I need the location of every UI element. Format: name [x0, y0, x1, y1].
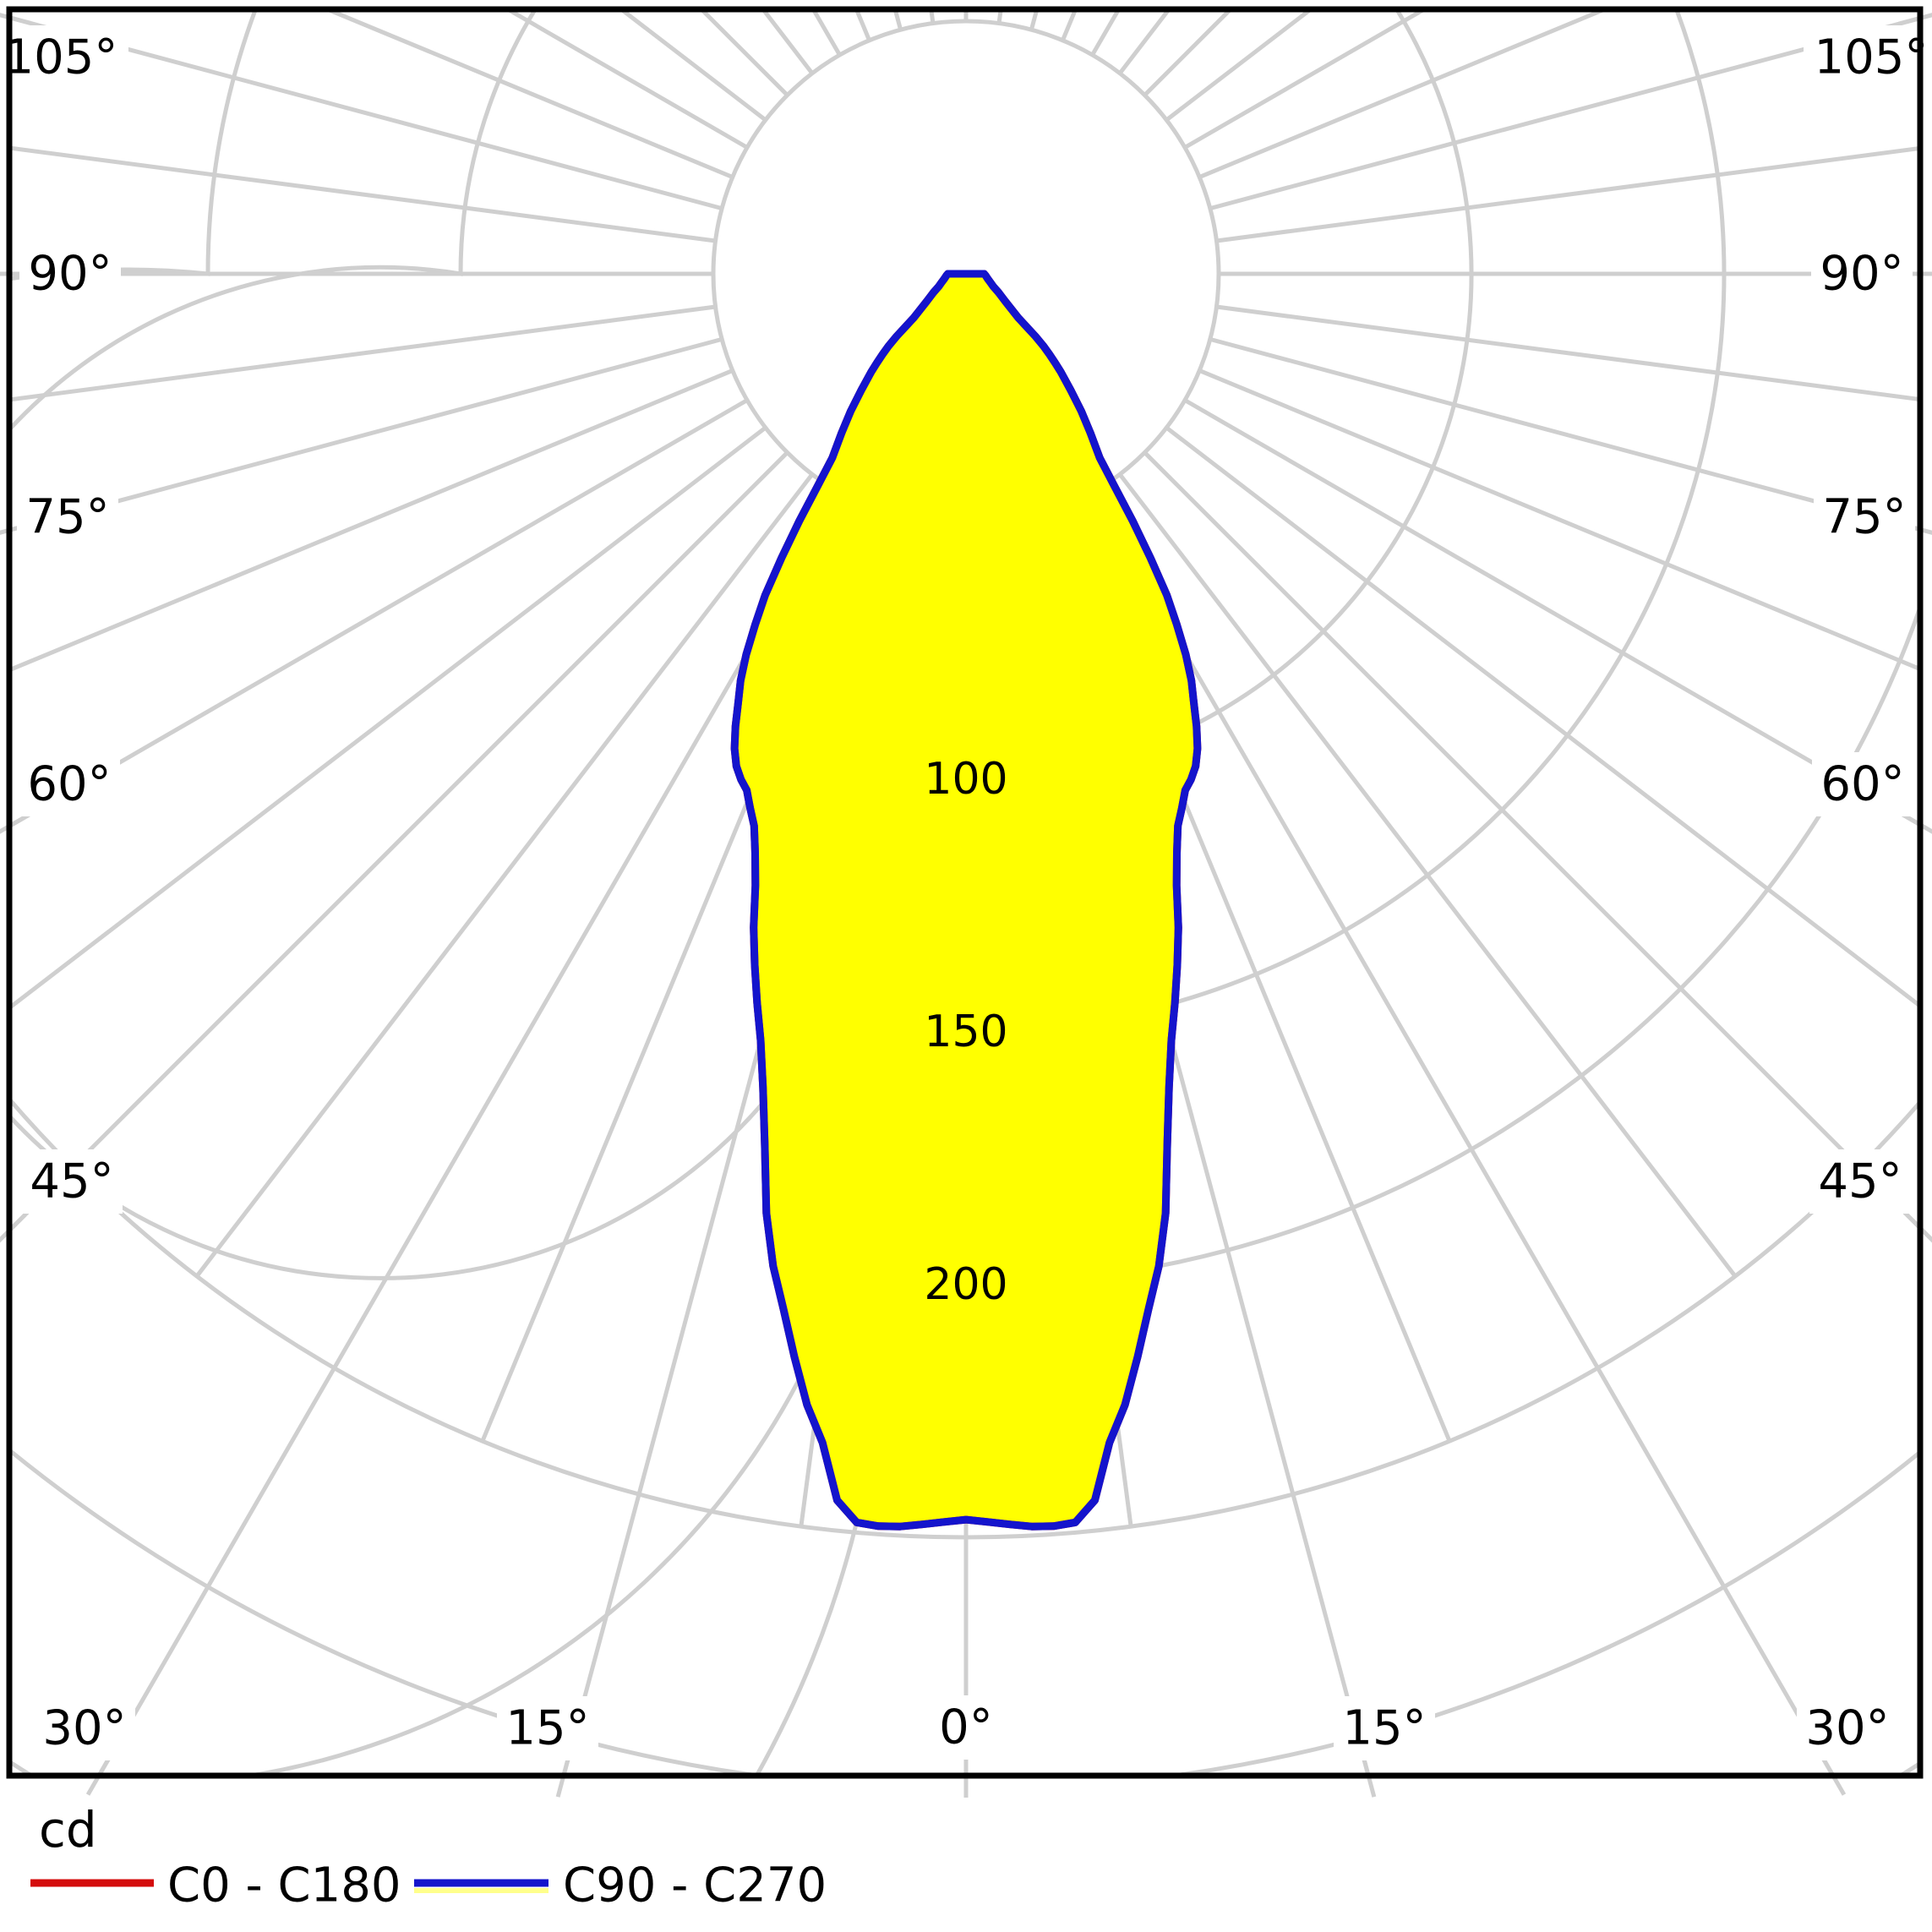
spoke-52.5-right: [1165, 426, 1920, 1009]
radial-label-150: 150: [924, 1007, 1007, 1057]
spoke-30-left: [96, 491, 842, 1776]
spoke-120-left: [503, 9, 749, 150]
angle-label-bg: [1334, 1696, 1435, 1760]
plot-border: [6, 6, 1924, 1779]
angle-label-bg: [1812, 752, 1913, 816]
spoke-45-right: [1143, 450, 1920, 1231]
spoke-75-left: [9, 336, 723, 532]
legend-label-c0-c180: C0 - C180: [167, 1858, 401, 1913]
angle-label-bg: [19, 242, 121, 306]
angle-label-75-left: 75°: [25, 490, 109, 545]
spoke-82.5-right: [1216, 304, 1920, 402]
legend-label-c90-c270: C90 - C270: [563, 1858, 827, 1913]
angle-label-bg: [17, 485, 118, 549]
angle-label-bg: [497, 1696, 598, 1760]
angle-label-15-right: 15°: [1342, 1701, 1426, 1756]
spoke-127.5-right: [1165, 9, 1315, 122]
angle-label-105-left: 105°: [4, 30, 118, 85]
spoke-112.5-right: [1198, 9, 1611, 179]
spoke-60-left: [9, 398, 749, 829]
angle-labels: 105° 90° 75° 60° 45° 30° 15° 0° 15° 30° 45° 60° 75° 9…: [0, 25, 1932, 1760]
spoke-67.5-right: [1198, 368, 1920, 672]
angle-label-bg: [1809, 1149, 1911, 1214]
angle-label-60-left: 60°: [27, 757, 111, 812]
angle-label-bg: [19, 752, 120, 816]
spoke-82.5-left: [9, 304, 716, 402]
legend-unit-label: cd: [39, 1801, 97, 1858]
spoke-45-left: [9, 450, 789, 1234]
spoke-30-right: [1090, 491, 1836, 1776]
curve-c90-c270: [730, 270, 1202, 1531]
spoke-97.5-left: [9, 145, 716, 243]
radial-label-200: 200: [924, 1259, 1007, 1310]
radial-label-bg-200: [892, 1256, 1040, 1313]
spoke-52.5-left: [9, 426, 767, 1011]
radial-label-100: 100: [924, 754, 1007, 805]
spoke-105-right: [1209, 15, 1920, 211]
angle-label-bg: [1804, 25, 1932, 90]
ring-gridline-150: [9, 9, 1727, 1776]
angle-label-15-left: 15°: [505, 1701, 589, 1756]
angle-label-bg: [21, 1149, 123, 1214]
angle-label-45-right: 45°: [1818, 1154, 1902, 1209]
spoke-37.5-right: [1118, 472, 1738, 1278]
angle-label-bg: [34, 1696, 135, 1760]
spoke-105-left: [9, 15, 723, 211]
radial-value-labels: 100 150 200: [892, 750, 1040, 1313]
angle-label-45-left: 45°: [30, 1154, 113, 1209]
radial-label-bg-100: [892, 750, 1040, 808]
angle-label-bg: [1814, 485, 1915, 549]
spoke-37.5-left: [194, 472, 814, 1278]
angle-label-bg: [0, 25, 128, 90]
angle-label-0: 0°: [939, 1700, 993, 1755]
angle-label-30-left: 30°: [42, 1701, 126, 1756]
angle-label-bg: [915, 1695, 1017, 1760]
angle-label-30-right: 30°: [1805, 1701, 1889, 1756]
angle-label-75-right: 75°: [1822, 490, 1906, 545]
spoke-67.5-left: [9, 368, 734, 673]
spoke-120-right: [1183, 9, 1429, 150]
angle-label-60-right: 60°: [1820, 757, 1904, 812]
angle-label-90-left: 90°: [28, 247, 112, 302]
spoke-127.5-left: [617, 9, 767, 122]
radial-label-bg-150: [892, 1003, 1040, 1061]
angle-label-bg: [1797, 1696, 1898, 1760]
spoke-112.5-left: [321, 9, 734, 179]
beam-area-fill: [734, 274, 1198, 1527]
angle-label-90-right: 90°: [1820, 247, 1903, 302]
spoke-60-right: [1183, 398, 1920, 827]
angle-label-bg: [1811, 242, 1913, 306]
legend: cd C0 - C180 C90 - C270: [30, 1801, 827, 1913]
spoke-75-right: [1209, 336, 1920, 532]
spoke-97.5-right: [1216, 145, 1920, 243]
angle-label-105-right: 105°: [1815, 30, 1929, 85]
